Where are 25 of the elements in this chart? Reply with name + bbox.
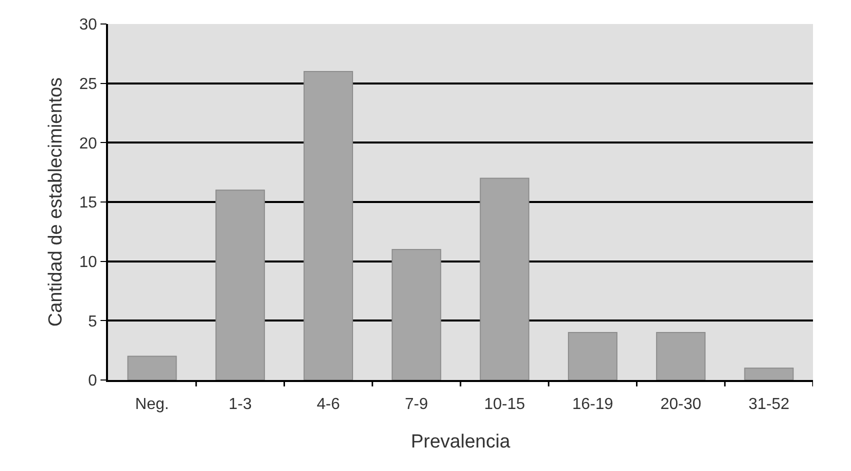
y-tick-label: 0 (88, 372, 98, 390)
y-tick-label: 5 (88, 313, 98, 330)
x-tick-label: 1-3 (228, 396, 252, 413)
bar (127, 356, 177, 380)
bar (392, 248, 442, 380)
x-tick-label: 16-19 (572, 396, 614, 413)
y-tick-label: 25 (79, 76, 98, 93)
x-tick-label: 31-52 (748, 396, 790, 413)
bar (304, 70, 354, 380)
y-tick-label: 10 (79, 254, 98, 271)
x-tick-label: 7-9 (404, 396, 428, 413)
y-tick-label: 20 (79, 135, 98, 152)
x-tick-label: 20-30 (660, 396, 702, 413)
bar (744, 368, 794, 380)
bar (568, 332, 618, 380)
x-tick-label: 10-15 (484, 396, 526, 413)
x-tick-label: 4-6 (316, 396, 340, 413)
bar (480, 178, 530, 380)
y-tick-label: 15 (79, 194, 98, 212)
bar (215, 190, 265, 380)
y-tick-label: 30 (79, 16, 98, 34)
x-tick-label: Neg. (135, 396, 169, 413)
y-axis-title: Cantidad de establecimientos (46, 77, 67, 327)
bar (656, 332, 706, 380)
x-axis-title: Prevalencia (410, 431, 511, 452)
